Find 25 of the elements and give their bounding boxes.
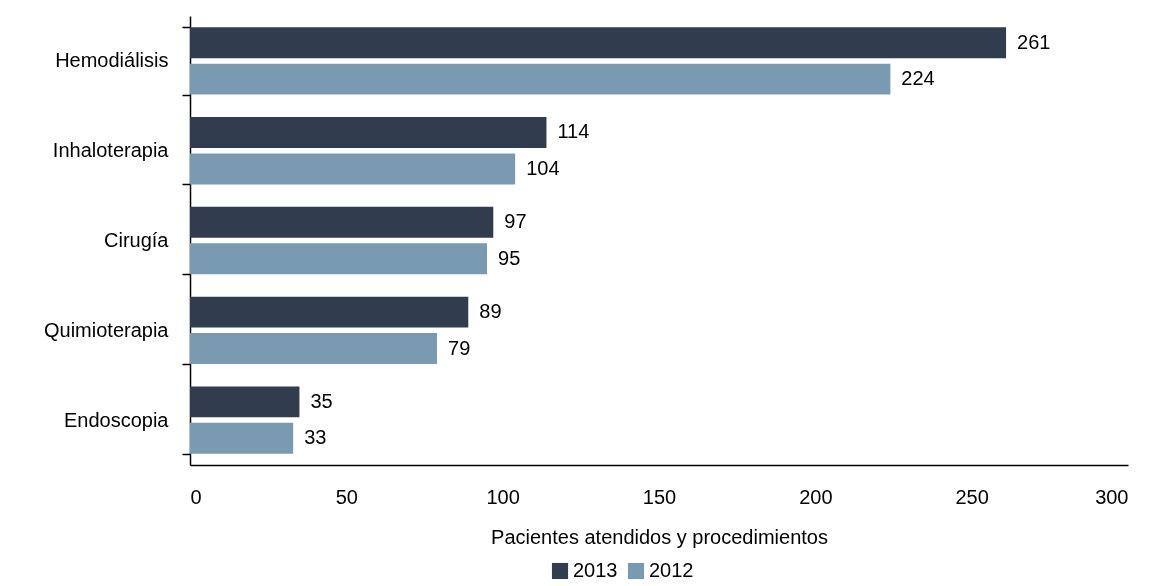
x-axis-title: Pacientes atendidos y procedimientos <box>491 525 828 548</box>
data-label: 224 <box>901 67 935 90</box>
y-tick-label: Inhaloterapia <box>52 139 170 162</box>
data-label: 104 <box>526 156 560 179</box>
legend-label: 2013 <box>573 559 618 581</box>
data-label: 114 <box>557 120 590 143</box>
data-label: 79 <box>448 336 471 359</box>
data-label: 33 <box>304 426 327 449</box>
y-tick-label: Endoscopia <box>63 408 170 431</box>
x-tick-label: 200 <box>799 485 833 508</box>
y-tick-label: Quimioterapia <box>43 318 170 341</box>
data-label: 97 <box>504 210 527 233</box>
x-tick-label: 150 <box>642 485 677 508</box>
x-tick-label: 100 <box>486 485 520 508</box>
x-tick-label: 300 <box>1095 485 1129 508</box>
y-tick-label: Cirugía <box>104 229 170 251</box>
y-tick-label: Hemodiálisis <box>55 49 169 72</box>
data-label: 35 <box>310 389 333 412</box>
x-tick-label: 250 <box>955 485 989 508</box>
x-tick-label: 50 <box>335 485 358 508</box>
data-label: 89 <box>479 300 502 323</box>
data-label: 261 <box>1017 30 1051 53</box>
data-label: 95 <box>498 246 521 269</box>
x-tick-label: 0 <box>190 485 202 508</box>
legend-label: 2012 <box>649 559 694 581</box>
